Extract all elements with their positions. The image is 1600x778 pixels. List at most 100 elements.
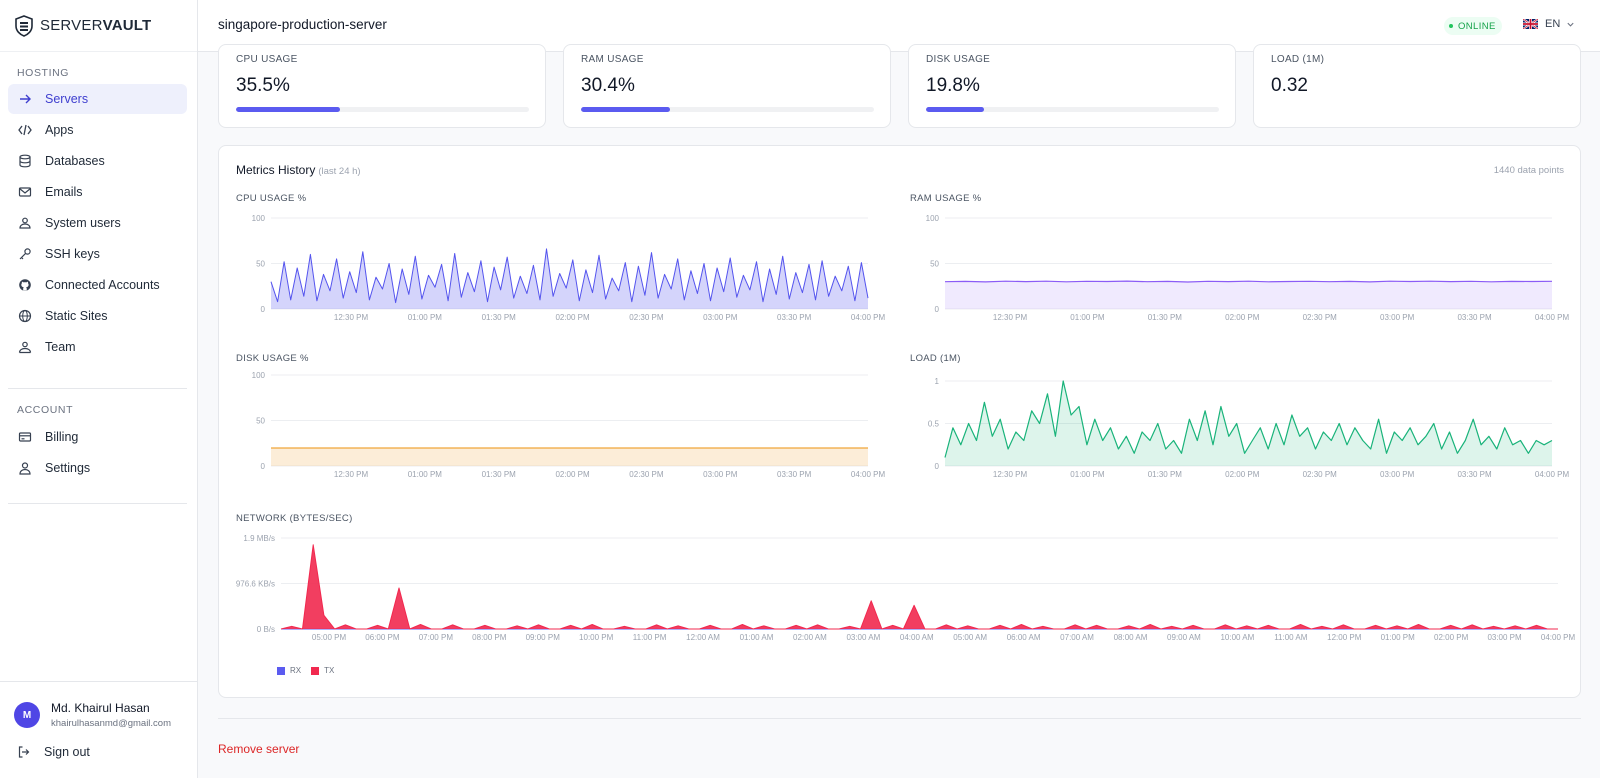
github-icon <box>18 278 32 292</box>
brand-logo[interactable]: SERVERVAULT <box>0 0 197 52</box>
x-tick-label: 01:00 PM <box>1070 470 1105 479</box>
x-tick-label: 12:30 PM <box>334 470 369 479</box>
x-tick-label: 02:30 PM <box>629 313 664 322</box>
x-tick-label: 12:30 PM <box>334 313 369 322</box>
sidebar: SERVERVAULT HOSTING Servers Apps Databas… <box>0 0 198 778</box>
y-tick-label: 50 <box>930 260 939 269</box>
x-tick-label: 04:00 PM <box>851 313 886 322</box>
x-tick-label: 04:00 PM <box>1535 313 1570 322</box>
credit-card-icon <box>18 430 32 444</box>
status-badge: ONLINE <box>1444 17 1502 35</box>
sidebar-item-team[interactable]: Team <box>8 332 187 362</box>
sidebar-item-apps[interactable]: Apps <box>8 115 187 145</box>
logout-icon <box>18 746 30 758</box>
sidebar-item-label: Emails <box>45 185 83 199</box>
sidebar-item-emails[interactable]: Emails <box>8 177 187 207</box>
nav-section-hosting: HOSTING <box>17 67 70 79</box>
x-tick-label: 01:00 PM <box>1381 633 1416 642</box>
series-line <box>280 544 1558 630</box>
series-line <box>270 248 869 304</box>
x-tick-label: 12:00 PM <box>1327 633 1362 642</box>
x-tick-label: 03:00 PM <box>703 470 738 479</box>
x-tick-label: 02:00 PM <box>1225 313 1260 322</box>
sidebar-item-label: Static Sites <box>45 309 108 323</box>
sidebar-item-label: Apps <box>45 123 74 137</box>
sidebar-item-system-users[interactable]: System users <box>8 208 187 238</box>
series-area <box>271 448 868 466</box>
sidebar-item-billing[interactable]: Billing <box>8 422 187 452</box>
x-tick-label: 01:00 PM <box>408 470 443 479</box>
x-tick-label: 06:00 AM <box>1007 633 1041 642</box>
legend-item-tx[interactable]: TX <box>311 666 334 675</box>
avatar[interactable]: M <box>14 702 40 728</box>
sidebar-divider <box>8 388 187 389</box>
x-tick-label: 07:00 AM <box>1060 633 1094 642</box>
user-name: Md. Khairul Hasan <box>51 701 150 715</box>
x-tick-label: 02:00 PM <box>1434 633 1469 642</box>
users-icon <box>18 216 32 230</box>
sign-out-button[interactable]: Sign out <box>17 745 90 759</box>
sidebar-item-servers[interactable]: Servers <box>8 84 187 114</box>
x-tick-label: 08:00 AM <box>1114 633 1148 642</box>
language-code: EN <box>1545 18 1561 30</box>
sidebar-item-label: SSH keys <box>45 247 100 261</box>
section-divider <box>218 718 1581 719</box>
progress-fill <box>581 107 671 112</box>
stat-value: 35.5% <box>236 75 290 96</box>
sidebar-item-settings[interactable]: Settings <box>8 453 187 483</box>
x-tick-label: 03:30 PM <box>1457 313 1492 322</box>
database-icon <box>18 154 32 168</box>
y-tick-label: 0 <box>261 462 266 471</box>
stat-value: 19.8% <box>926 75 980 96</box>
sidebar-item-ssh-keys[interactable]: SSH keys <box>8 239 187 269</box>
x-tick-label: 01:30 PM <box>482 470 517 479</box>
language-selector[interactable]: EN <box>1523 18 1575 30</box>
sidebar-item-databases[interactable]: Databases <box>8 146 187 176</box>
stat-card-disk: DISK USAGE 19.8% <box>908 44 1236 128</box>
legend-swatch <box>277 666 285 675</box>
x-tick-label: 03:30 PM <box>777 470 812 479</box>
stat-value: 0.32 <box>1271 75 1308 96</box>
metrics-history-card: Metrics History (last 24 h) 1440 data poi… <box>218 145 1581 698</box>
sidebar-item-label: Connected Accounts <box>45 278 160 292</box>
x-tick-label: 03:30 PM <box>1457 470 1492 479</box>
metrics-title: Metrics History (last 24 h) <box>236 163 361 177</box>
y-tick-label: 0 <box>935 462 940 471</box>
legend-item-rx[interactable]: RX <box>277 666 301 675</box>
chart-title-load: LOAD (1M) <box>910 353 961 364</box>
y-tick-label: 50 <box>256 260 265 269</box>
x-tick-label: 12:30 PM <box>993 470 1028 479</box>
sidebar-item-label: System users <box>45 216 121 230</box>
remove-server-button[interactable]: Remove server <box>218 742 300 756</box>
metrics-title-text: Metrics History <box>236 163 316 177</box>
x-tick-label: 03:00 AM <box>846 633 880 642</box>
x-tick-label: 05:00 AM <box>953 633 987 642</box>
x-tick-label: 02:00 PM <box>1225 470 1260 479</box>
stat-value: 30.4% <box>581 75 635 96</box>
x-tick-label: 03:00 PM <box>1380 313 1415 322</box>
progress-track <box>926 107 1219 112</box>
x-tick-label: 01:30 PM <box>1148 470 1183 479</box>
shield-logo-icon <box>15 14 33 37</box>
brand-name-bold: VAULT <box>102 17 152 34</box>
status-text: ONLINE <box>1458 20 1496 32</box>
sidebar-item-static-sites[interactable]: Static Sites <box>8 301 187 331</box>
user-icon <box>18 461 32 475</box>
x-tick-label: 03:30 PM <box>777 313 812 322</box>
ram-usage-chart: 0 50 100 12:30 PM 01:00 PM 01:30 PM 02:00 PM 02… <box>926 214 1570 322</box>
sidebar-item-connected-accounts[interactable]: Connected Accounts <box>8 270 187 300</box>
network-legend: RX TX <box>277 666 344 675</box>
x-tick-label: 04:00 PM <box>1541 633 1576 642</box>
x-tick-label: 02:00 PM <box>555 470 590 479</box>
y-tick-label: 100 <box>252 371 266 380</box>
legend-label: RX <box>290 666 302 675</box>
series-area <box>945 381 1552 466</box>
x-tick-label: 03:00 PM <box>1487 633 1522 642</box>
x-tick-label: 12:00 AM <box>686 633 720 642</box>
x-tick-label: 09:00 PM <box>526 633 561 642</box>
sidebar-item-label: Team <box>45 340 76 354</box>
sidebar-item-label: Billing <box>45 430 79 444</box>
disk-usage-chart: 0 50 100 12:30 PM 01:00 PM 01:30 PM 02:00 PM 02… <box>252 371 886 479</box>
y-tick-label: 0 B/s <box>257 625 275 634</box>
x-tick-label: 02:00 PM <box>555 313 590 322</box>
